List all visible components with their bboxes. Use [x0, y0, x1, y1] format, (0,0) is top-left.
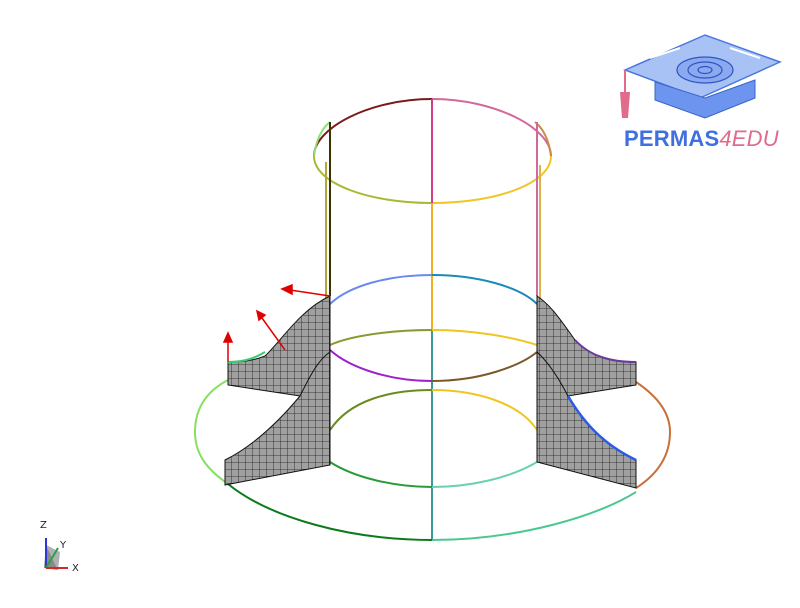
axis-triad[interactable]	[44, 538, 68, 570]
low-circle-back-left	[329, 389, 433, 431]
logo-suffix: 4EDU	[719, 126, 779, 151]
z-axis-label: Z	[40, 520, 47, 531]
y-axis	[45, 547, 59, 569]
mid-circle-back-right	[431, 274, 538, 305]
logo-name: PERMAS	[624, 126, 720, 151]
fin-highlight-right-top	[574, 339, 637, 363]
permas-logo-icon	[620, 34, 782, 119]
top-circle-front-left	[313, 155, 433, 204]
base-circle-front-right	[431, 491, 637, 541]
mesh-fin-lower-left	[224, 351, 331, 486]
geometry-edges	[193, 98, 672, 541]
mid-circle-front-left	[329, 349, 433, 382]
mid-circle-front-right	[431, 351, 538, 382]
top-circle-left-cap	[313, 121, 331, 157]
low-circle-front-left	[329, 461, 433, 488]
base-circle-front-left	[227, 483, 433, 541]
base-circle-left	[193, 379, 229, 485]
top-circle-front-right	[431, 155, 552, 204]
low-circle-front-right	[431, 461, 538, 488]
mid-circle-mid-left	[329, 329, 433, 346]
load-arrow-2	[261, 317, 286, 351]
x-axis-label: X	[72, 563, 79, 574]
top-circle-back-right	[431, 98, 552, 157]
low-circle-back-right	[431, 389, 538, 431]
logo-text: PERMAS4EDU	[624, 126, 779, 152]
fin-highlight-right	[566, 395, 637, 462]
mesh-surfaces	[224, 295, 637, 489]
y-axis-label: Y	[60, 540, 67, 551]
base-circle-right	[635, 381, 672, 489]
mid-circle-mid-right	[431, 329, 538, 346]
fin-highlight-left-top	[227, 351, 266, 363]
load-arrows	[222, 283, 331, 362]
top-circle-back-left	[313, 98, 433, 157]
mid-circle-back-left	[329, 274, 433, 305]
load-arrow-1	[289, 289, 331, 297]
